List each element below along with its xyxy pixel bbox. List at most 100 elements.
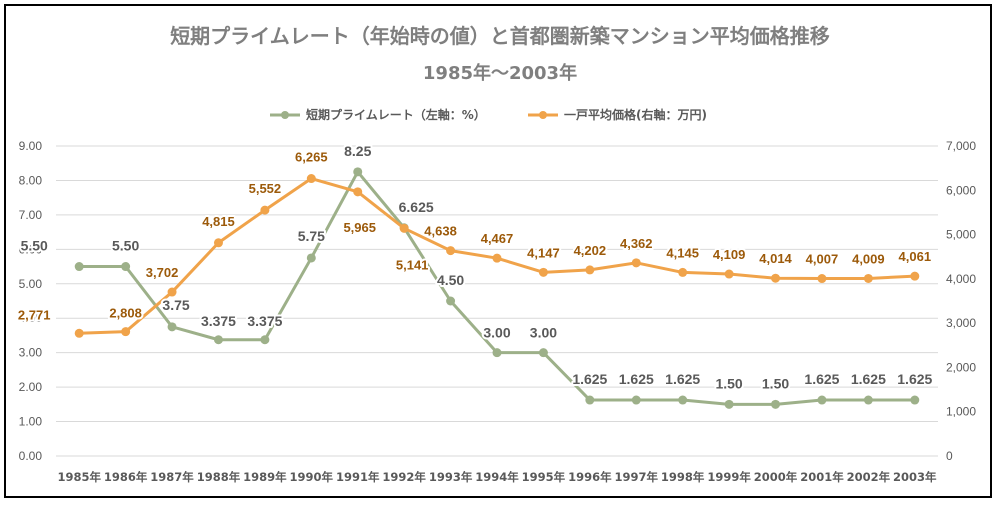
x-tick-label: 1992年 [382,470,426,484]
data-point [538,267,548,277]
data-point [213,238,223,248]
data-label: 4,009 [852,251,885,266]
series-line [79,170,915,406]
legend-marker-prime-rate [281,111,289,119]
data-point [446,246,456,256]
data-labels-avg-price: 2,771 2,808 3,702 4,815 5,552 6,265 5,965 5,141… [16,148,933,325]
data-point [910,271,920,281]
x-tick-label: 1994年 [475,470,519,484]
data-point [74,328,84,338]
data-label: 4,014 [759,251,792,266]
chart-title: 短期プライムレート（年始時の値）と首都圏新築マンション平均価格推移 [170,24,830,48]
data-label: 3,702 [146,265,179,280]
data-label: 1.625 [619,371,654,387]
data-point [863,273,873,283]
data-point [910,395,920,405]
data-point [724,399,734,409]
x-tick-label: 1998年 [661,470,705,484]
y-right-tick-label: 1,000 [946,405,976,419]
y-left-tick-label: 3.00 [19,346,43,360]
legend-label-prime-rate: 短期プライムレート（左軸：%） [306,107,486,122]
data-label: 4.50 [437,272,464,288]
x-tick-label: 1997年 [615,470,659,484]
x-axis: 1985年 1986年 1987年 1988年 1989年 1990年 1991年 1992年… [57,470,937,484]
data-label: 5,552 [249,181,282,196]
data-label: 4,638 [424,224,457,239]
y-left-tick-label: 8.00 [19,173,43,187]
data-point [74,262,84,272]
legend: 短期プライムレート（左軸：%） 一戸平均価格(右軸：万円) [270,107,707,122]
x-tick-label: 1990年 [290,470,334,484]
y-right-tick-label: 4,000 [946,272,976,286]
data-point [678,267,688,277]
x-tick-label: 2001年 [800,470,844,484]
data-point [492,348,502,358]
data-label: 4,467 [481,231,514,246]
data-point [121,262,131,272]
data-label: 4,007 [806,252,839,267]
data-point [399,223,409,233]
data-label: 4,815 [202,214,235,229]
x-tick-label: 2003年 [893,470,937,484]
x-tick-label: 1987年 [150,470,194,484]
y-right-tick-label: 6,000 [946,183,976,197]
data-label: 3.75 [162,297,189,313]
data-point [863,395,873,405]
data-label: 1.625 [897,371,932,387]
y-right-tick-label: 0 [946,449,953,463]
data-label: 1.625 [851,371,886,387]
x-tick-label: 2000年 [754,470,798,484]
data-label: 5.50 [21,238,48,254]
data-point [306,174,316,184]
y-right-tick-label: 2,000 [946,360,976,374]
x-tick-label: 1995年 [522,470,566,484]
x-tick-label: 1985年 [57,470,101,484]
data-point [817,274,827,284]
y-left-tick-label: 6.00 [19,242,43,256]
data-labels-prime-rate: 5.50 5.50 3.75 3.375 3.375 5.75 8.25 6.625 4.50 3… [19,141,935,394]
data-label: 3.00 [530,325,557,341]
data-point [353,167,363,177]
y-right-tick-label: 3,000 [946,316,976,330]
data-label: 1.50 [762,375,789,391]
data-label: 4,362 [620,236,653,251]
data-label: 1.625 [572,371,607,387]
data-point [260,335,270,345]
y-axis-left: 0.00 1.00 2.00 3.00 4.00 5.00 6.00 7.00 8.00 9.00 [19,139,43,463]
data-label: 2,808 [109,306,142,321]
data-point [446,296,456,306]
data-point [585,395,595,405]
data-label: 1.50 [715,375,742,391]
data-label: 4,202 [574,243,607,258]
x-tick-label: 1988年 [197,470,241,484]
legend-marker-avg-price [539,111,547,119]
data-label: 1.625 [804,371,839,387]
data-point [631,395,641,405]
data-label: 6.625 [399,199,434,215]
data-label: 5,965 [343,220,376,235]
data-point [121,327,131,337]
data-point [306,253,316,263]
data-label: 3.375 [201,313,236,329]
data-point [260,205,270,215]
y-left-tick-label: 5.00 [19,277,43,291]
y-left-tick-label: 0.00 [19,449,43,463]
y-left-tick-label: 4.00 [19,311,43,325]
y-left-tick-label: 7.00 [19,208,43,222]
y-right-tick-label: 7,000 [946,139,976,153]
data-label: 2,771 [18,307,51,322]
data-point [771,273,781,283]
legend-label-avg-price: 一戸平均価格(右軸：万円) [564,107,707,122]
data-label: 6,265 [295,150,328,165]
data-label: 4,061 [899,249,932,264]
data-label: 4,145 [666,245,699,260]
data-point [771,399,781,409]
data-point [492,253,502,263]
data-label: 1.625 [665,371,700,387]
x-tick-label: 2002年 [847,470,891,484]
y-left-tick-label: 9.00 [19,139,43,153]
data-label: 5.50 [112,238,139,254]
data-point [678,395,688,405]
x-tick-label: 1996年 [568,470,612,484]
